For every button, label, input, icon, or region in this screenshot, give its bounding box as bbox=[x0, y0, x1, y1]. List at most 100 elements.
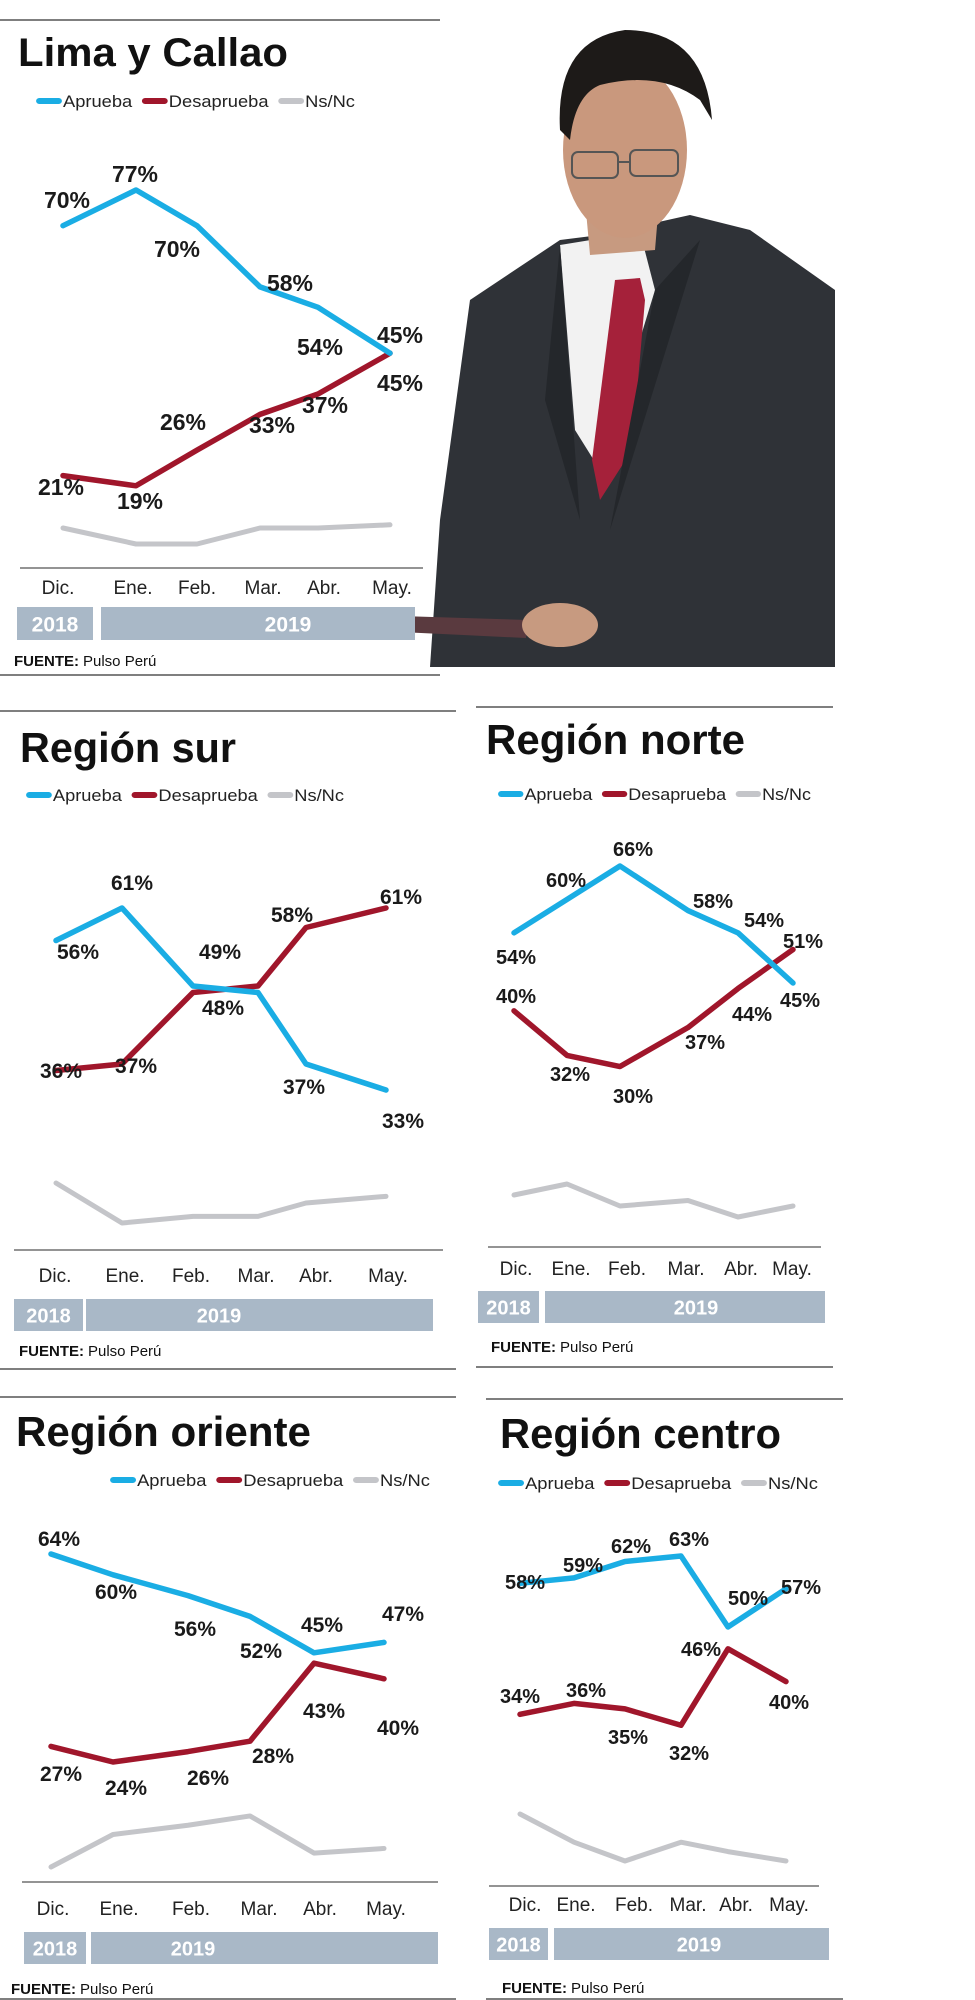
legend: Aprueba Desaprueba Ns/Nc bbox=[26, 786, 344, 805]
data-label: 45% bbox=[377, 370, 423, 396]
legend: Aprueba Desaprueba Ns/Nc bbox=[110, 1471, 430, 1490]
face bbox=[563, 62, 687, 238]
year-bar-2018 bbox=[17, 607, 93, 640]
source-label: FUENTE: bbox=[19, 1343, 84, 1360]
data-label: 57% bbox=[781, 1577, 821, 1599]
data-label: 58% bbox=[505, 1572, 545, 1594]
data-label: 49% bbox=[199, 941, 241, 964]
hand bbox=[522, 603, 598, 647]
source-note: FUENTE: Pulso Perú bbox=[19, 1343, 161, 1360]
source-label: FUENTE: bbox=[491, 1339, 556, 1356]
x-tick-label: Feb. bbox=[608, 1259, 646, 1280]
x-tick-label: Feb. bbox=[178, 578, 216, 599]
chart-title: Región sur bbox=[20, 724, 236, 771]
source-name: Pulso Perú bbox=[571, 1980, 644, 1997]
x-tick-label: Abr. bbox=[724, 1259, 758, 1280]
series-line-aprueba bbox=[48, 1551, 387, 1656]
data-label: 61% bbox=[380, 886, 422, 909]
data-label: 70% bbox=[154, 236, 200, 262]
legend-item: Ns/Nc bbox=[278, 92, 355, 111]
data-label: 26% bbox=[160, 409, 206, 435]
x-tick-label: Abr. bbox=[299, 1266, 333, 1287]
data-label: 54% bbox=[496, 947, 536, 969]
data-label: 45% bbox=[377, 322, 423, 348]
source-name: Pulso Perú bbox=[80, 1981, 153, 1998]
legend-item: Desaprueba bbox=[141, 92, 269, 111]
data-label: 19% bbox=[117, 488, 163, 514]
data-label: 70% bbox=[44, 187, 90, 213]
data-label: 58% bbox=[267, 270, 313, 296]
x-tick-label: Mar. bbox=[241, 1899, 278, 1920]
data-label: 52% bbox=[240, 1640, 282, 1663]
man-in-suit-photo bbox=[400, 30, 835, 667]
x-tick-label: Dic. bbox=[39, 1266, 72, 1287]
year-bar-2018 bbox=[489, 1928, 548, 1960]
data-label: 64% bbox=[38, 1528, 80, 1551]
year-bar-2019 bbox=[91, 1932, 438, 1964]
legend-label: Ns/Nc bbox=[762, 784, 811, 803]
legend-item: Desaprueba bbox=[216, 1471, 343, 1490]
legend: Aprueba Desaprueba Ns/Nc bbox=[498, 1474, 818, 1493]
x-tick-label: Mar. bbox=[245, 578, 282, 599]
legend-label: Ns/Nc bbox=[768, 1474, 818, 1493]
data-label: 28% bbox=[252, 1745, 294, 1768]
glasses bbox=[571, 149, 679, 179]
legend-label: Aprueba bbox=[137, 1471, 207, 1490]
x-tick-label: Ene. bbox=[113, 578, 152, 599]
series-line-desaprueba bbox=[511, 946, 796, 1070]
chart-panel: Región sur Aprueba Desaprueba Ns/Nc Dic. Ene.… bbox=[0, 710, 456, 1370]
legend-item: Aprueba bbox=[26, 786, 122, 805]
legend-label: Desaprueba bbox=[628, 784, 726, 803]
legend-label: Ns/Nc bbox=[380, 1471, 430, 1490]
year-bar-2019 bbox=[86, 1299, 433, 1331]
data-label: 32% bbox=[669, 1743, 709, 1765]
x-tick-label: Feb. bbox=[172, 1266, 210, 1287]
x-tick-label: Ene. bbox=[551, 1259, 590, 1280]
series-line-desaprueba bbox=[60, 350, 393, 489]
legend-label: Ns/Nc bbox=[305, 92, 355, 111]
data-label: 40% bbox=[496, 986, 536, 1008]
x-tick-label: May. bbox=[772, 1259, 812, 1280]
x-tick-label: Abr. bbox=[719, 1895, 753, 1916]
year-label: 2018 bbox=[32, 613, 79, 636]
data-label: 61% bbox=[111, 872, 153, 895]
data-label: 26% bbox=[187, 1767, 229, 1790]
data-label: 56% bbox=[174, 1618, 216, 1641]
series-line-aprueba bbox=[53, 905, 389, 1093]
legend-label: Aprueba bbox=[63, 92, 132, 111]
data-label: 59% bbox=[563, 1555, 603, 1577]
data-label: 62% bbox=[611, 1536, 651, 1558]
legend-label: Aprueba bbox=[53, 786, 122, 805]
chart-panel: Región oriente Aprueba Desaprueba Ns/Nc Dic.… bbox=[0, 1396, 456, 2000]
x-tick-label: Abr. bbox=[307, 578, 341, 599]
source-note: FUENTE: Pulso Perú bbox=[14, 653, 156, 670]
year-label: 2018 bbox=[496, 1935, 541, 1957]
year-bar-2019 bbox=[554, 1928, 829, 1960]
data-label: 32% bbox=[550, 1064, 590, 1086]
data-label: 45% bbox=[780, 990, 820, 1012]
year-label: 2018 bbox=[26, 1306, 71, 1328]
data-label: 63% bbox=[669, 1529, 709, 1551]
x-tick-label: Dic. bbox=[42, 578, 75, 599]
x-tick-label: Mar. bbox=[668, 1259, 705, 1280]
year-label: 2018 bbox=[33, 1939, 78, 1961]
source-name: Pulso Perú bbox=[88, 1343, 161, 1360]
legend-label: Desaprueba bbox=[631, 1474, 731, 1493]
x-tick-label: Feb. bbox=[172, 1899, 210, 1920]
year-bar-2018 bbox=[24, 1932, 86, 1964]
legend-label: Aprueba bbox=[524, 784, 592, 803]
data-label: 33% bbox=[249, 412, 295, 438]
data-label: 21% bbox=[38, 474, 84, 500]
chart-title: Lima y Callao bbox=[18, 31, 288, 75]
chart-panel: Región centro Aprueba Desaprueba Ns/Nc Dic. E… bbox=[486, 1398, 843, 2000]
source-label: FUENTE: bbox=[502, 1980, 567, 1997]
data-label: 58% bbox=[271, 904, 313, 927]
data-label: 36% bbox=[566, 1680, 606, 1702]
data-label: 36% bbox=[40, 1060, 82, 1083]
year-bar-2018 bbox=[14, 1299, 83, 1331]
series-line-aprueba bbox=[517, 1553, 789, 1630]
series-line-nsnc bbox=[48, 1813, 387, 1870]
data-label: 37% bbox=[115, 1055, 157, 1078]
data-label: 34% bbox=[500, 1686, 540, 1708]
